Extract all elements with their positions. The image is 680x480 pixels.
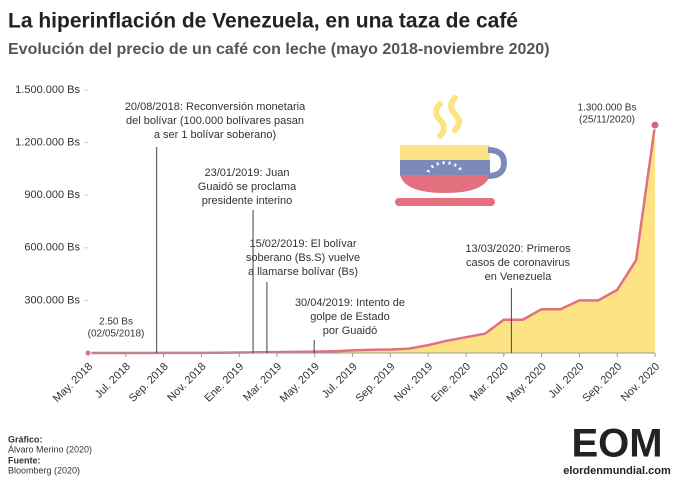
event-label: por Guaidó xyxy=(323,325,377,337)
value-date: (02/05/2018) xyxy=(88,329,145,340)
y-tick-label: 1.200.000 Bs xyxy=(15,137,80,149)
x-tick-label: May. 2020 xyxy=(505,361,549,405)
chart-subtitle: Evolución del precio de un café con lech… xyxy=(8,41,550,58)
x-tick-label: Nov. 2019 xyxy=(392,361,435,404)
source-label: Fuente: xyxy=(8,455,41,465)
x-tick-label: Ene. 2020 xyxy=(429,361,473,405)
event-label: soberano (Bs.S) vuelve xyxy=(246,252,360,264)
event-label: presidente interino xyxy=(202,195,293,207)
area xyxy=(88,125,655,353)
y-tick-label: 300.000 Bs xyxy=(24,294,80,306)
event-label: 13/03/2020: Primeros xyxy=(465,243,571,255)
y-tick-label: 1.500.000 Bs xyxy=(15,84,80,96)
event-label: 15/02/2019: El bolívar xyxy=(249,238,356,250)
value-label: 1.300.000 Bs xyxy=(578,103,637,114)
event-label: a ser 1 bolívar soberano) xyxy=(154,129,276,141)
x-tick-label: Sep. 2020 xyxy=(580,361,624,405)
source: Bloomberg (2020) xyxy=(8,465,80,475)
x-tick-label: Sep. 2018 xyxy=(127,361,171,405)
chart-title: La hiperinflación de Venezuela, en una t… xyxy=(8,10,518,33)
event-label: casos de coronavirus xyxy=(466,257,570,269)
x-tick-label: Sep. 2019 xyxy=(354,361,398,405)
x-tick-label: May. 2018 xyxy=(51,361,95,405)
credit-label: Gráfico: xyxy=(8,434,43,444)
logo-mark: EOM xyxy=(571,422,662,466)
event-label: 23/01/2019: Juan xyxy=(204,167,289,179)
y-tick-label: 900.000 Bs xyxy=(24,189,80,201)
x-tick-label: Nov. 2018 xyxy=(165,361,208,404)
event-label: a llamarse bolívar (Bs) xyxy=(248,266,358,278)
event-label: golpe de Estado xyxy=(310,311,390,323)
value-label: 2.50 Bs xyxy=(99,317,133,328)
x-tick-label: Nov. 2020 xyxy=(619,361,662,404)
event-label: Guaidó se proclama xyxy=(198,181,297,193)
x-tick-label: May. 2019 xyxy=(278,361,322,405)
event-label: 30/04/2019: Intento de xyxy=(295,297,405,309)
value-date: (25/11/2020) xyxy=(579,115,635,126)
logo-site: elordenmundial.com xyxy=(563,465,671,477)
point-marker xyxy=(84,349,92,357)
point-marker xyxy=(650,120,660,130)
event-label: 20/08/2018: Reconversión monetaria xyxy=(125,101,306,113)
cup-icon xyxy=(395,95,508,206)
x-tick-label: Ene. 2019 xyxy=(202,361,246,405)
credit: Álvaro Merino (2020) xyxy=(8,444,92,454)
event-label: del bolívar (100.000 bolívares pasan xyxy=(126,115,304,127)
event-label: en Venezuela xyxy=(485,271,553,283)
y-tick-label: 600.000 Bs xyxy=(24,242,80,254)
